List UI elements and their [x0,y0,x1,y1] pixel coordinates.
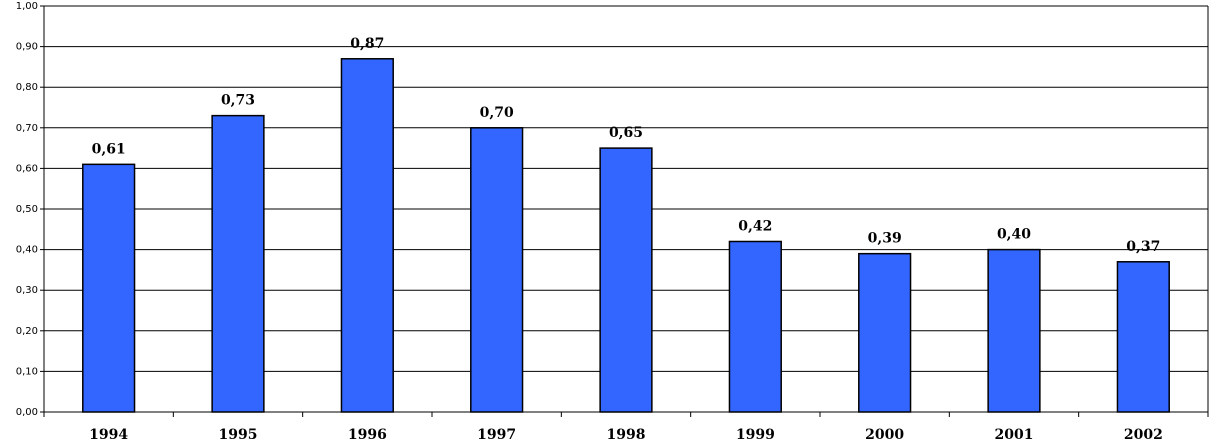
bar [82,163,136,413]
bar [987,248,1041,413]
y-tick-label: 1,00 [16,1,38,12]
value-label: 0,87 [350,36,384,52]
bar [858,252,912,413]
x-tick-label: 1994 [89,427,128,443]
y-tick-label: 0,00 [16,407,38,418]
y-tick-label: 0,20 [16,326,38,337]
bar [728,240,782,413]
y-tick-label: 0,30 [16,285,38,296]
value-label: 0,40 [997,227,1031,243]
value-label: 0,37 [1126,239,1160,255]
bar [340,58,394,413]
y-tick-label: 0,70 [16,123,38,134]
value-label: 0,70 [480,105,514,121]
x-tick-label: 2002 [1124,427,1163,443]
bar [211,114,265,413]
x-tick-label: 1996 [348,427,387,443]
value-label: 0,42 [738,218,772,234]
x-tick-label: 1999 [736,427,775,443]
bar [599,147,653,413]
y-tick-label: 0,50 [16,204,38,215]
x-tick-label: 1997 [477,427,516,443]
x-tick-label: 2000 [865,427,904,443]
y-tick-label: 0,60 [16,163,38,174]
y-tick-label: 0,40 [16,245,38,256]
y-tick-label: 0,80 [16,82,38,93]
x-tick-label: 1998 [607,427,646,443]
x-tick-label: 2001 [995,427,1034,443]
y-tick-label: 0,90 [16,42,38,53]
value-label: 0,65 [609,125,643,141]
x-tick-label: 1995 [219,427,258,443]
bar [470,127,524,413]
y-tick-label: 0,10 [16,366,38,377]
value-label: 0,39 [868,231,902,247]
value-label: 0,61 [92,141,126,157]
value-label: 0,73 [221,93,255,109]
bar [1116,261,1170,413]
